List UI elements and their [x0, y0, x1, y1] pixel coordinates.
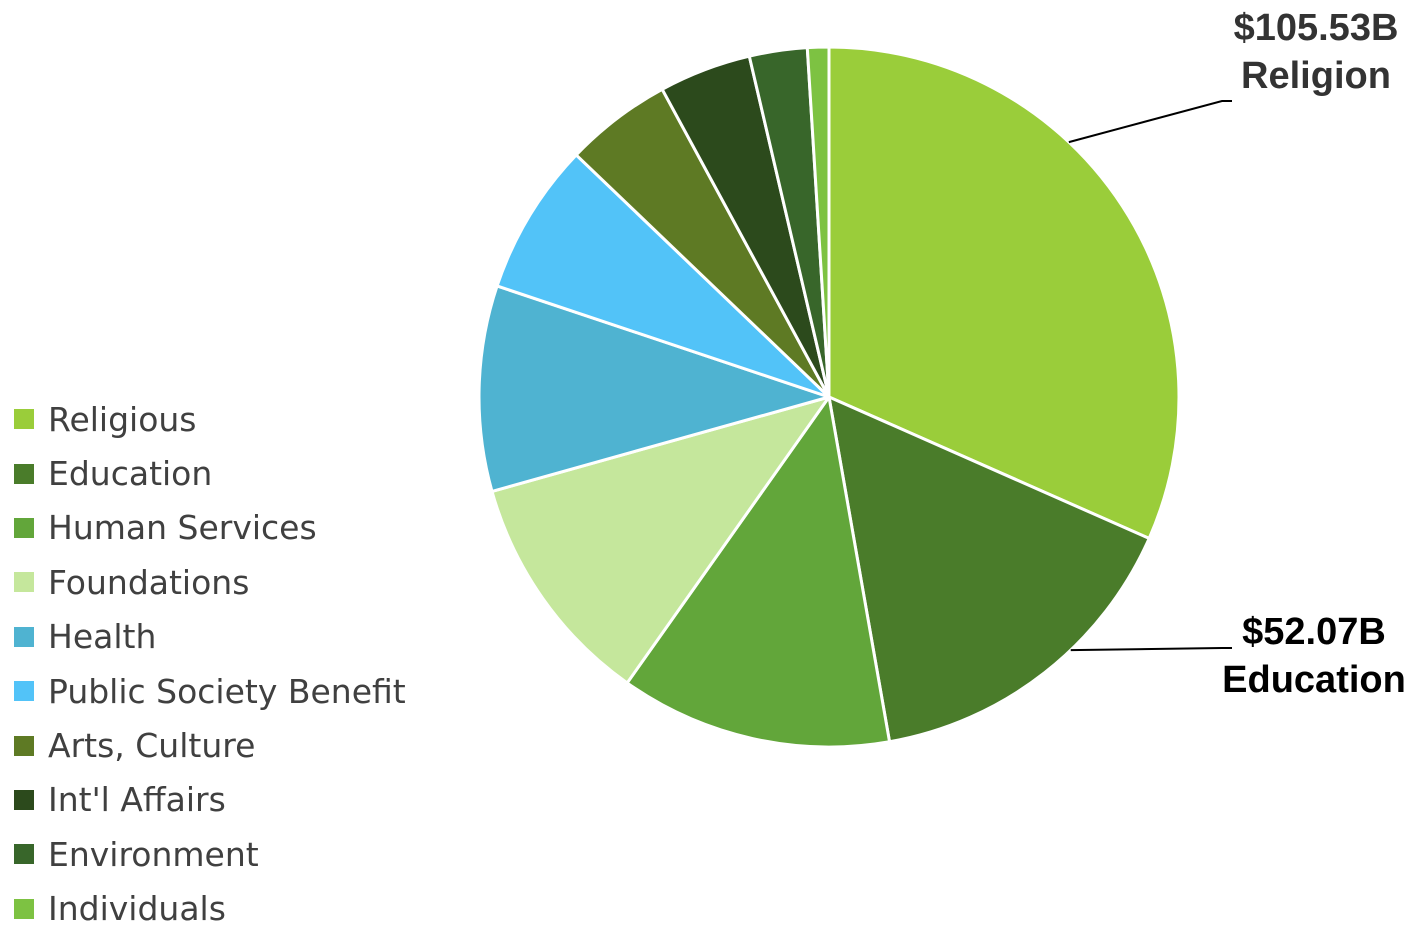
legend-label: Individuals — [48, 889, 226, 929]
legend-label: Public Society Benefit — [48, 671, 406, 711]
legend-swatch — [14, 517, 34, 538]
leader-line-education — [1070, 647, 1232, 652]
legend-item-environment: Environment — [14, 827, 406, 881]
pie-slice-education — [827, 395, 1151, 744]
legend-item-education: Education — [14, 446, 406, 500]
pie-slice-human-services — [625, 395, 892, 749]
legend-item-public-society-benefit: Public Society Benefit — [14, 664, 406, 718]
pie-slice-individuals — [805, 45, 831, 399]
legend-item-health: Health — [14, 610, 406, 664]
legend-label: Health — [48, 617, 157, 657]
legend-item-foundations: Foundations — [14, 555, 406, 609]
callout-value: $105.53B — [1233, 7, 1399, 49]
callout-category: Religion — [1241, 55, 1391, 97]
legend-label: Foundations — [48, 562, 250, 602]
legend-item-religious: Religious — [14, 392, 406, 446]
legend-swatch — [14, 626, 34, 647]
callout-value: $52.07B — [1242, 611, 1386, 653]
legend-label: Religious — [48, 399, 197, 439]
legend-swatch — [14, 409, 34, 430]
legend-item-arts-culture: Arts, Culture — [14, 718, 406, 772]
pie-slice-health — [477, 284, 831, 493]
legend-swatch — [14, 844, 34, 865]
legend: Religious Education Human Services Found… — [14, 392, 406, 936]
leader-lines — [1068, 100, 1232, 652]
legend-item-intl-affairs: Int'l Affairs — [14, 773, 406, 827]
legend-swatch — [14, 898, 34, 919]
legend-label: Human Services — [48, 508, 317, 548]
legend-label: Environment — [48, 834, 259, 874]
callout-category: Education — [1222, 659, 1406, 701]
pie-slices — [477, 45, 1181, 749]
legend-item-human-services: Human Services — [14, 501, 406, 555]
legend-item-individuals: Individuals — [14, 882, 406, 936]
callout-education: $52.07B Education — [1214, 608, 1414, 704]
legend-swatch — [14, 572, 34, 593]
pie-slice-religious — [827, 45, 1181, 540]
legend-swatch — [14, 681, 34, 702]
leader-line-religion — [1068, 100, 1232, 144]
legend-label: Arts, Culture — [48, 726, 256, 766]
callout-religion: $105.53B Religion — [1218, 4, 1414, 100]
legend-swatch — [14, 789, 34, 810]
legend-swatch — [14, 735, 34, 756]
legend-swatch — [14, 463, 34, 484]
legend-label: Education — [48, 454, 213, 494]
pie-slice-public-society-benefit — [495, 153, 831, 399]
legend-label: Int'l Affairs — [48, 780, 226, 820]
